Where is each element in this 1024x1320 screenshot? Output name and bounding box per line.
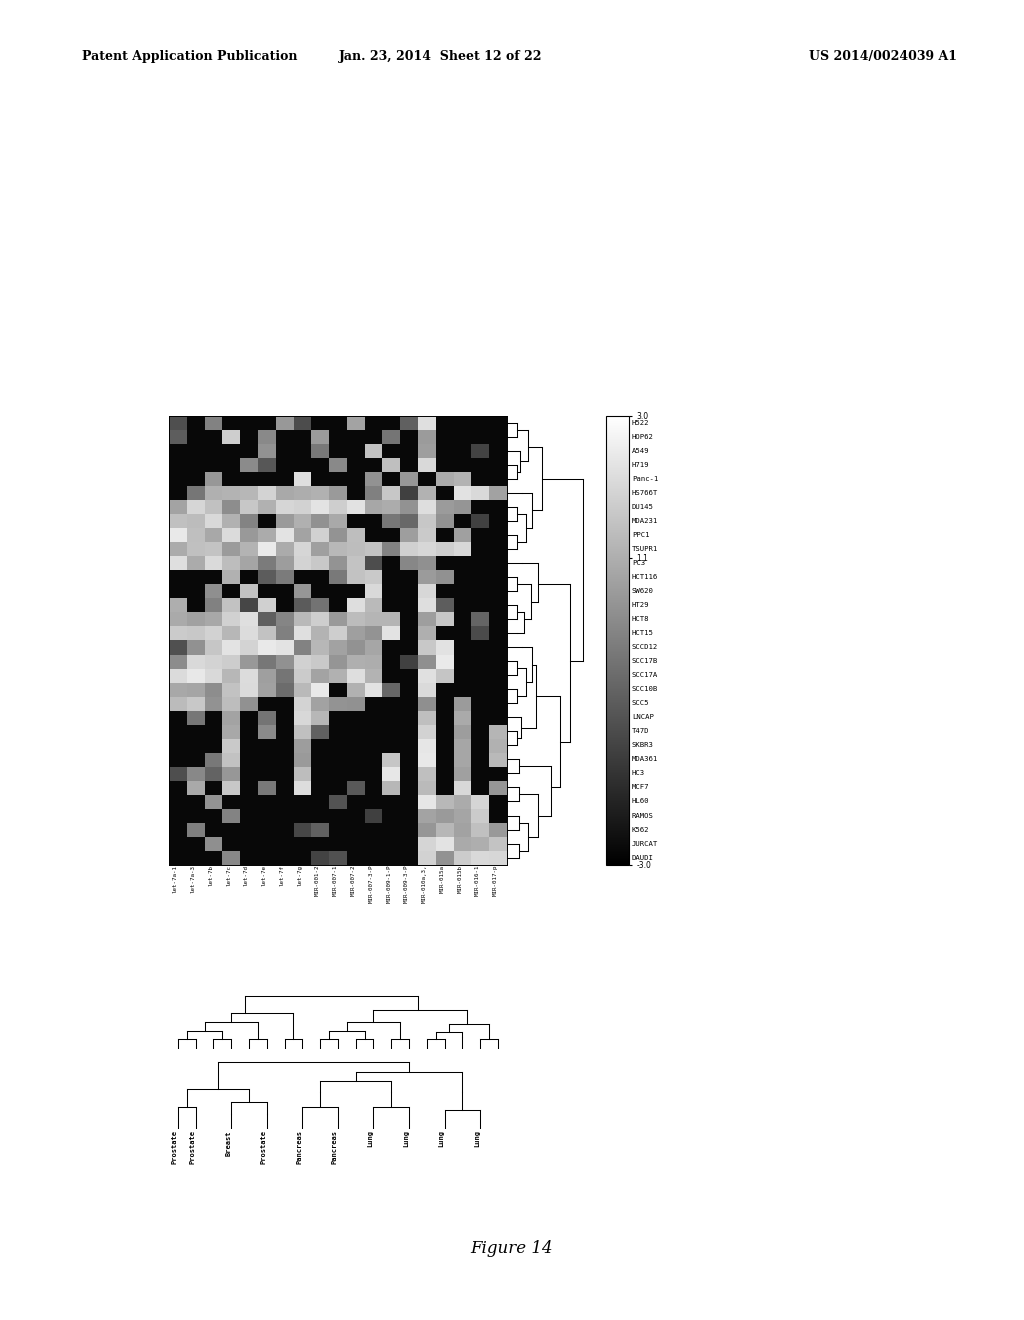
- Text: TSUPR1: TSUPR1: [632, 546, 658, 552]
- Text: H522: H522: [632, 420, 649, 426]
- Text: SCCD12: SCCD12: [632, 644, 658, 651]
- Text: SW620: SW620: [632, 589, 653, 594]
- Text: SKBR3: SKBR3: [632, 742, 653, 748]
- Text: Prostate: Prostate: [189, 1130, 196, 1164]
- Text: MIR-007-3-P: MIR-007-3-P: [369, 865, 374, 903]
- Text: PPC1: PPC1: [632, 532, 649, 539]
- Text: MIR-009-1-P: MIR-009-1-P: [386, 865, 391, 903]
- Text: SCC17A: SCC17A: [632, 672, 658, 678]
- Text: Breast: Breast: [225, 1130, 231, 1156]
- Text: Patent Application Publication: Patent Application Publication: [82, 50, 297, 63]
- Text: A549: A549: [632, 447, 649, 454]
- Text: MIR-015b: MIR-015b: [458, 865, 463, 892]
- Text: Lung: Lung: [368, 1130, 374, 1147]
- Text: MDA361: MDA361: [632, 756, 658, 763]
- Text: Lung: Lung: [403, 1130, 409, 1147]
- Text: MIR-015a: MIR-015a: [439, 865, 444, 892]
- Text: Prostate: Prostate: [172, 1130, 178, 1164]
- Text: MDA231: MDA231: [632, 517, 658, 524]
- Text: Lung: Lung: [438, 1130, 444, 1147]
- Text: MIR-009-3-P: MIR-009-3-P: [404, 865, 409, 903]
- Text: Jan. 23, 2014  Sheet 12 of 22: Jan. 23, 2014 Sheet 12 of 22: [339, 50, 542, 63]
- Text: HC3: HC3: [632, 771, 645, 776]
- Text: MIR-007-2: MIR-007-2: [350, 865, 355, 896]
- Text: DU145: DU145: [632, 504, 653, 510]
- Text: let-7a-3: let-7a-3: [190, 865, 196, 892]
- Text: HS766T: HS766T: [632, 490, 658, 496]
- Text: Pancreas: Pancreas: [332, 1130, 338, 1164]
- Text: PC3: PC3: [632, 560, 645, 566]
- Text: let-7a-1: let-7a-1: [173, 865, 178, 892]
- Text: HCT116: HCT116: [632, 574, 658, 579]
- Text: HCT8: HCT8: [632, 616, 649, 622]
- Text: Panc-1: Panc-1: [632, 477, 658, 482]
- Text: let-7d: let-7d: [244, 865, 249, 886]
- Text: MIR-007-1: MIR-007-1: [333, 865, 338, 896]
- Text: let-7e: let-7e: [262, 865, 267, 886]
- Text: MIR-010a,3,: MIR-010a,3,: [422, 865, 427, 903]
- Text: let-7g: let-7g: [297, 865, 302, 886]
- Text: RAMOS: RAMOS: [632, 813, 653, 818]
- Text: JURCAT: JURCAT: [632, 841, 658, 846]
- Text: LNCAP: LNCAP: [632, 714, 653, 721]
- Text: SCC10B: SCC10B: [632, 686, 658, 692]
- Text: DAUDI: DAUDI: [632, 854, 653, 861]
- Text: Pancreas: Pancreas: [296, 1130, 302, 1164]
- Text: MIR-001-2: MIR-001-2: [315, 865, 321, 896]
- Text: MIR-016-1: MIR-016-1: [475, 865, 480, 896]
- Text: MCF7: MCF7: [632, 784, 649, 791]
- Text: Figure 14: Figure 14: [471, 1239, 553, 1257]
- Text: let-7f: let-7f: [280, 865, 285, 886]
- Text: K562: K562: [632, 826, 649, 833]
- Text: SCC5: SCC5: [632, 701, 649, 706]
- Text: Prostate: Prostate: [261, 1130, 267, 1164]
- Text: T47D: T47D: [632, 729, 649, 734]
- Text: HCT15: HCT15: [632, 630, 653, 636]
- Text: let-7c: let-7c: [226, 865, 231, 886]
- Text: H719: H719: [632, 462, 649, 467]
- Text: SCC17B: SCC17B: [632, 659, 658, 664]
- Text: HT29: HT29: [632, 602, 649, 609]
- Text: HL60: HL60: [632, 799, 649, 804]
- Text: HOP62: HOP62: [632, 434, 653, 440]
- Text: Lung: Lung: [474, 1130, 480, 1147]
- Text: MIR-017-p: MIR-017-p: [493, 865, 498, 896]
- Text: let-7b: let-7b: [209, 865, 213, 886]
- Text: US 2014/0024039 A1: US 2014/0024039 A1: [809, 50, 957, 63]
